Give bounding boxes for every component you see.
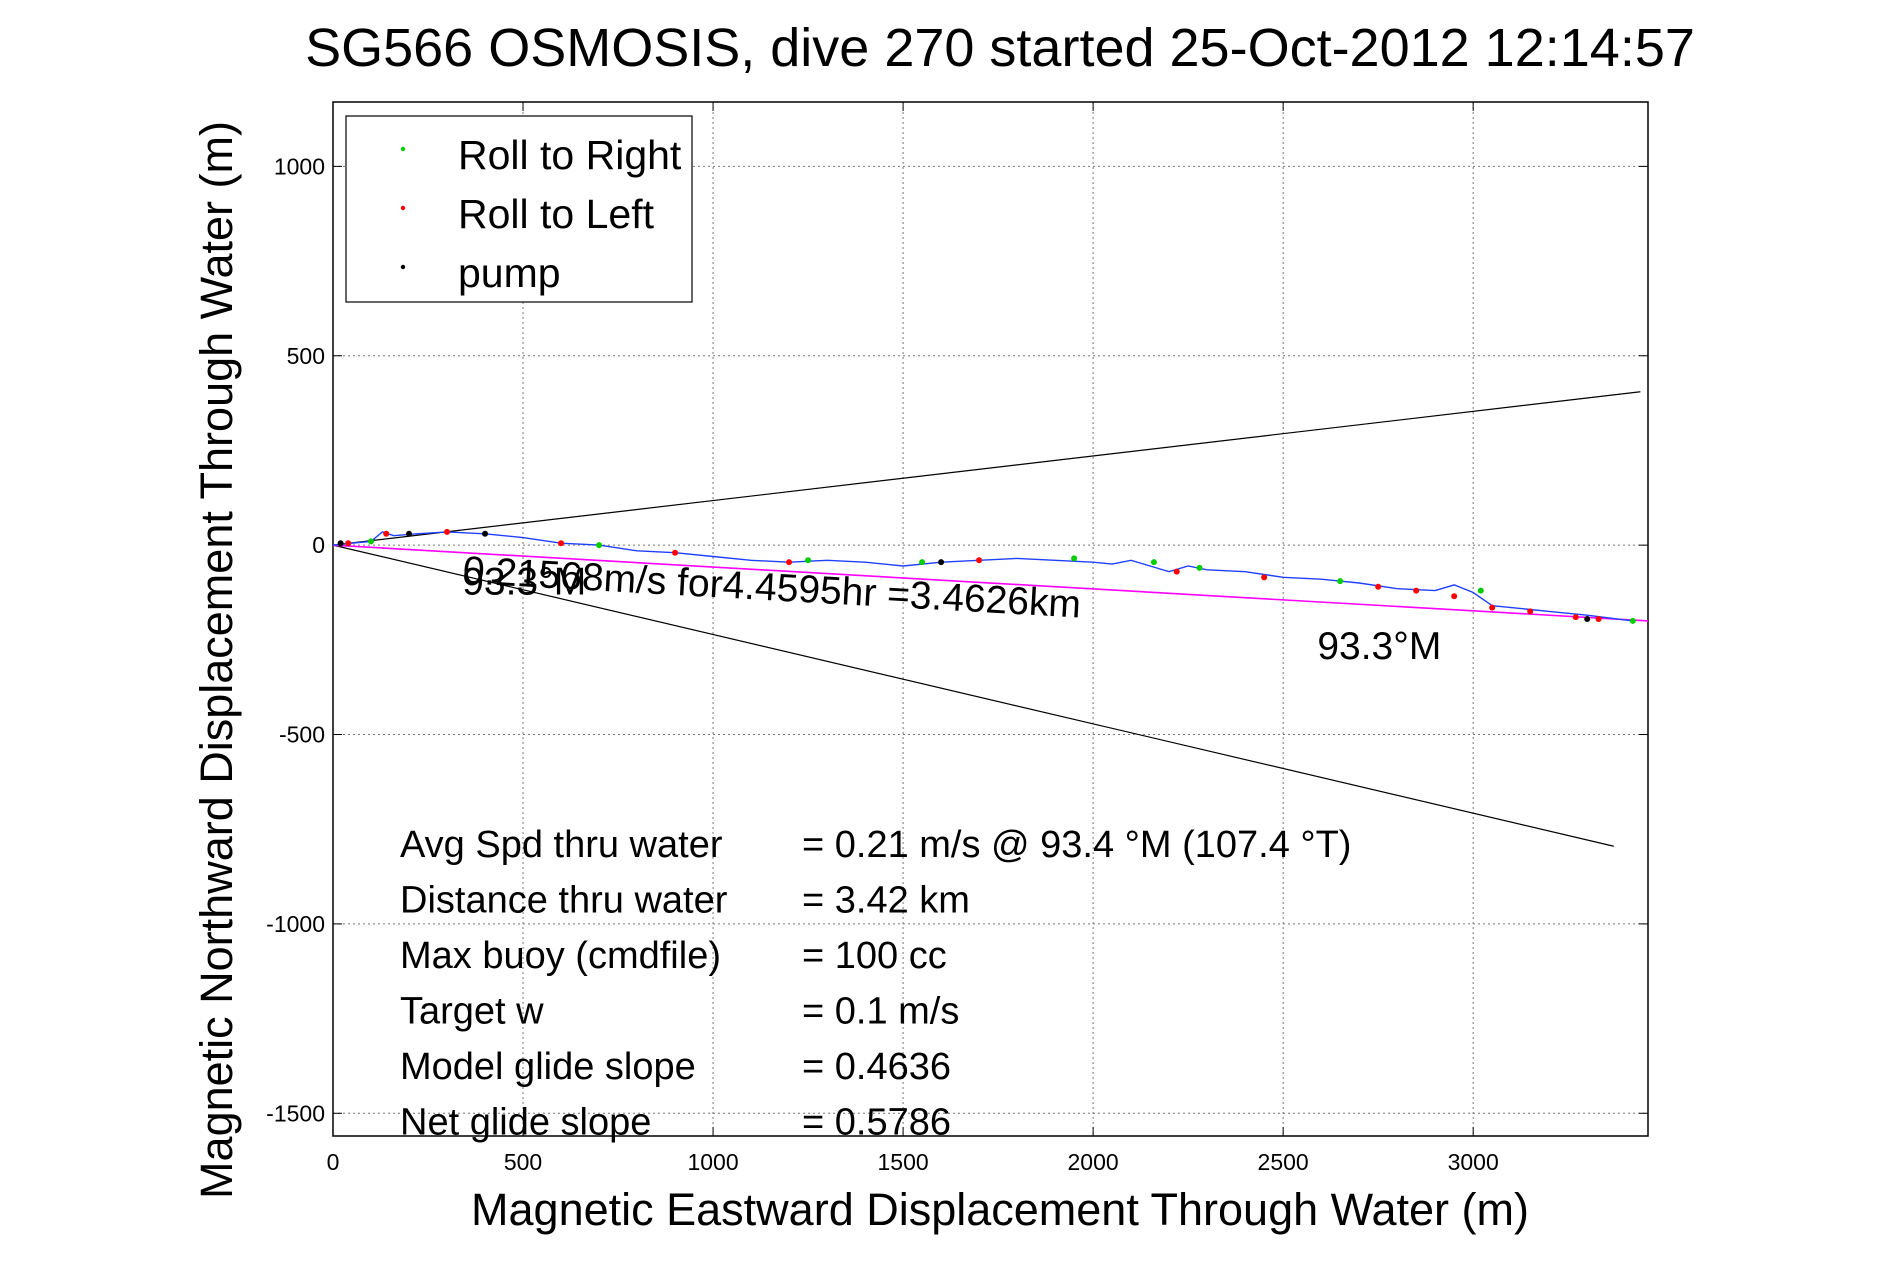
roll-right-point bbox=[1196, 564, 1203, 571]
legend-marker bbox=[400, 205, 406, 211]
plot-frame bbox=[332, 101, 1649, 1137]
roll-left-point bbox=[1413, 587, 1420, 594]
ticks: 0 500 1000 1500 2000 2500 3000 -1500 -1000 -500 0 5… bbox=[266, 102, 1648, 1175]
roll-left-point bbox=[1451, 593, 1458, 600]
pump-point bbox=[482, 530, 489, 537]
stat-value: = 0.4636 bbox=[802, 1046, 951, 1088]
stat-value: = 100 cc bbox=[802, 935, 947, 977]
stat-value: = 0.21 m/s @ 93.4 °M (107.4 °T) bbox=[802, 824, 1351, 866]
roll-left-point bbox=[1595, 616, 1602, 622]
roll-right-point bbox=[919, 559, 926, 566]
roll-right-point bbox=[1071, 555, 1078, 562]
roll-left-point bbox=[1375, 583, 1382, 590]
roll-left-point bbox=[1173, 568, 1180, 575]
y-tick-label: -1500 bbox=[266, 1100, 325, 1126]
y-tick-label: -1000 bbox=[266, 911, 325, 937]
roll-left-point bbox=[1261, 574, 1268, 581]
roll-left-point bbox=[1489, 604, 1496, 611]
reference-lines bbox=[332, 391, 1649, 847]
roll-left-point bbox=[345, 540, 352, 547]
y-tick-label: 500 bbox=[287, 343, 325, 369]
roll-right-point bbox=[805, 557, 812, 564]
stat-label: Avg Spd thru water bbox=[400, 824, 723, 866]
y-tick-label: 1000 bbox=[274, 153, 325, 179]
stats-block: Avg Spd thru water = 0.21 m/s @ 93.4 °M (… bbox=[400, 824, 1351, 1144]
x-tick-label: 2000 bbox=[1068, 1149, 1119, 1175]
roll-left-point bbox=[558, 540, 565, 547]
legend-label: Roll to Left bbox=[458, 191, 655, 237]
stat-label: Max buoy (cmdfile) bbox=[400, 935, 721, 977]
roll-left-point bbox=[444, 528, 451, 535]
x-tick-label: 3000 bbox=[1448, 1149, 1499, 1175]
roll-right-point bbox=[368, 538, 375, 545]
legend-marker bbox=[400, 146, 406, 152]
y-axis-label: Magnetic Northward Displacement Through … bbox=[191, 121, 242, 1199]
annotation-1: 93.3°M bbox=[462, 560, 586, 603]
x-tick-label: 2500 bbox=[1258, 1149, 1309, 1175]
pump-point bbox=[938, 559, 945, 566]
stat-label: Target w bbox=[400, 991, 544, 1033]
envelope-lower-line bbox=[332, 544, 1614, 847]
pump-point bbox=[406, 530, 413, 537]
pump-point bbox=[337, 540, 344, 547]
x-axis-label: Magnetic Eastward Displacement Through W… bbox=[471, 1184, 1529, 1235]
roll-left-point bbox=[1572, 614, 1579, 621]
roll-left-point bbox=[1527, 608, 1534, 615]
stat-label: Net glide slope bbox=[400, 1102, 651, 1144]
y-tick-label: 0 bbox=[312, 532, 325, 558]
legend-label: Roll to Right bbox=[458, 132, 682, 178]
stat-value: = 0.1 m/s bbox=[802, 991, 959, 1033]
roll-left-point bbox=[786, 559, 793, 566]
roll-right-point bbox=[596, 542, 603, 549]
markers bbox=[337, 528, 1636, 624]
envelope-upper-line bbox=[332, 391, 1641, 546]
roll-right-point bbox=[1629, 617, 1636, 624]
x-tick-label: 1000 bbox=[687, 1149, 738, 1175]
chart-title: SG566 OSMOSIS, dive 270 started 25-Oct-2… bbox=[305, 18, 1695, 78]
stat-value: = 0.5786 bbox=[802, 1102, 951, 1144]
roll-left-point bbox=[383, 530, 390, 537]
x-tick-label: 1500 bbox=[878, 1149, 929, 1175]
roll-right-point bbox=[1477, 587, 1484, 594]
stat-label: Model glide slope bbox=[400, 1046, 696, 1088]
heading-line bbox=[332, 544, 1649, 622]
y-tick-label: -500 bbox=[279, 722, 325, 748]
roll-right-point bbox=[1150, 559, 1157, 566]
annotation-2: 93.3°M bbox=[1317, 625, 1441, 668]
roll-left-point bbox=[672, 549, 679, 556]
stat-value: = 3.42 km bbox=[802, 880, 970, 922]
roll-left-point bbox=[976, 557, 983, 564]
legend-label: pump bbox=[458, 250, 561, 296]
x-tick-label: 500 bbox=[504, 1149, 542, 1175]
legend-marker bbox=[400, 264, 406, 270]
x-tick-label: 0 bbox=[327, 1149, 340, 1175]
stat-label: Distance thru water bbox=[400, 880, 728, 922]
legend: Roll to Right Roll to Left pump bbox=[345, 115, 693, 303]
roll-right-point bbox=[1337, 578, 1344, 585]
pump-point bbox=[1584, 616, 1591, 622]
